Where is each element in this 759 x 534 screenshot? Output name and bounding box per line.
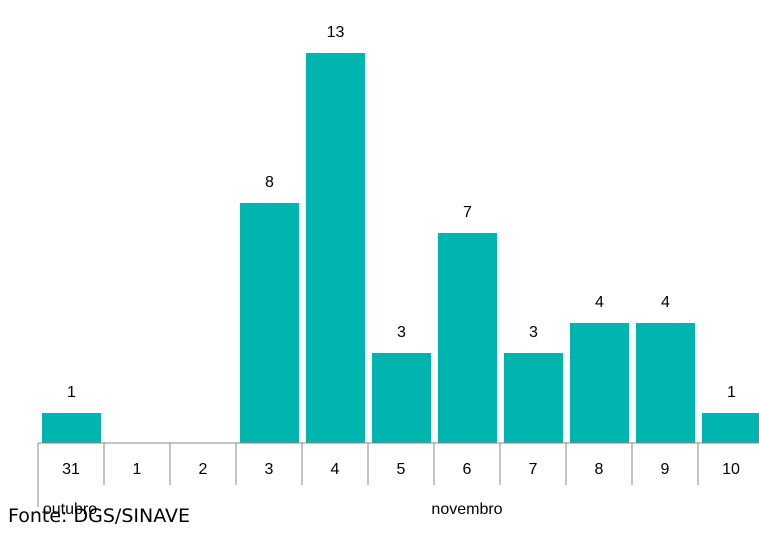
x-tick-label-4: 4 <box>331 461 340 478</box>
bar-10 <box>702 413 759 443</box>
bar-7 <box>504 353 563 443</box>
bar-6 <box>438 233 497 443</box>
x-tick-label-9: 9 <box>661 461 670 478</box>
x-tick-label-10: 10 <box>722 461 740 478</box>
month-label-novembro: novembro <box>431 501 502 518</box>
data-label-4: 13 <box>327 24 345 41</box>
x-tick-label-2: 2 <box>199 461 208 478</box>
data-label-31: 1 <box>67 384 76 401</box>
data-label-9: 4 <box>661 294 670 311</box>
month-label-outubro: outubro <box>43 501 97 518</box>
x-tick-label-3: 3 <box>265 461 274 478</box>
bar-9 <box>636 323 695 443</box>
bar-4 <box>306 53 365 443</box>
x-tick-label-5: 5 <box>397 461 406 478</box>
source-note: Fonte: DGS/SINAVE <box>8 505 190 527</box>
x-tick-label-8: 8 <box>595 461 604 478</box>
data-label-10: 1 <box>727 384 736 401</box>
bar-5 <box>372 353 431 443</box>
data-label-7: 3 <box>529 324 538 341</box>
data-label-8: 4 <box>595 294 604 311</box>
data-label-3: 8 <box>265 174 274 191</box>
x-tick-label-7: 7 <box>529 461 538 478</box>
x-tick-label-31: 31 <box>62 461 80 478</box>
data-label-5: 3 <box>397 324 406 341</box>
bar-31 <box>42 413 101 443</box>
x-tick-label-1: 1 <box>133 461 142 478</box>
x-tick-label-6: 6 <box>463 461 472 478</box>
bar-3 <box>240 203 299 443</box>
bar-8 <box>570 323 629 443</box>
data-label-6: 7 <box>463 204 472 221</box>
